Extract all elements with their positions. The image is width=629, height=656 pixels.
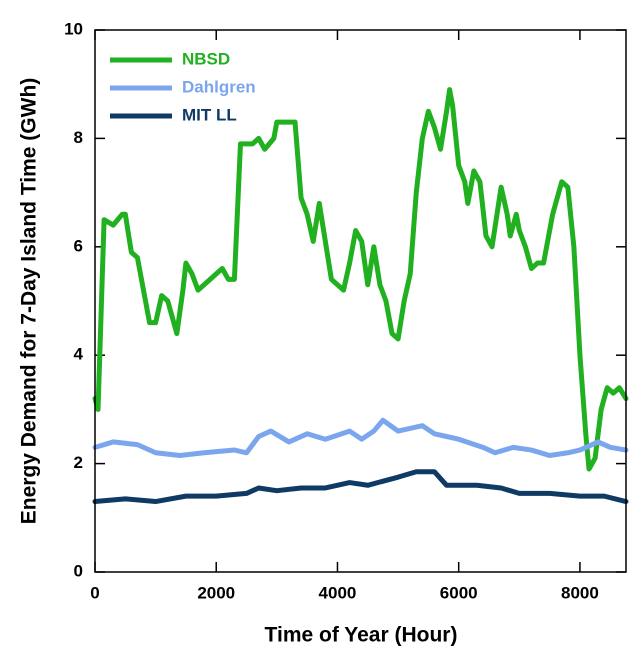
y-tick-label: 10: [64, 19, 83, 38]
data-line: [92, 87, 629, 472]
x-tick-label: 0: [90, 583, 99, 602]
y-tick-label: 6: [74, 236, 83, 255]
x-axis-label: Time of Year (Hour): [265, 624, 458, 647]
x-tick-label: 6000: [440, 583, 478, 602]
legend-label: MIT LL: [182, 105, 237, 124]
data-line: [92, 417, 629, 458]
x-tick-label: 8000: [561, 583, 599, 602]
legend-label: NBSD: [182, 49, 230, 68]
x-tick-label: 4000: [319, 583, 357, 602]
y-axis-label: Energy Demand for 7-Day Island Time (GWh…: [18, 78, 41, 525]
y-tick-label: 4: [74, 345, 84, 364]
y-tick-label: 8: [74, 128, 83, 147]
y-tick-label: 0: [74, 561, 83, 580]
x-tick-label: 2000: [197, 583, 235, 602]
y-tick-label: 2: [74, 453, 83, 472]
legend-label: Dahlgren: [182, 77, 256, 96]
data-line: [92, 469, 629, 505]
plot-frame: [94, 29, 627, 573]
